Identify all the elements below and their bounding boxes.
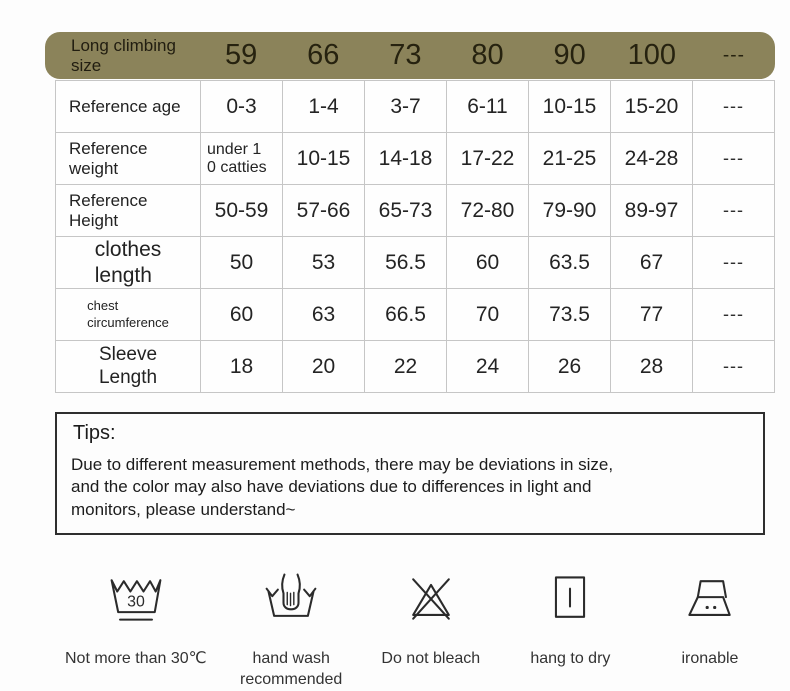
row-label-text: Sleeve Length <box>98 343 158 388</box>
table-cell: 0-3 <box>201 81 283 133</box>
table-cell: --- <box>693 81 775 133</box>
row-label-reference-height: Reference Height <box>56 185 201 237</box>
table-cell: 60 <box>447 237 529 289</box>
header-size-value: 66 <box>307 39 340 71</box>
wash-max-30-icon: 30 <box>110 579 162 621</box>
hang-to-dry-icon <box>555 576 586 619</box>
care-item-ironable: ironable <box>655 569 765 670</box>
table-cell: 65-73 <box>365 185 447 237</box>
tips-title: Tips: <box>73 422 116 444</box>
size-table-header: Long climbing size 59 66 73 80 90 100 --… <box>45 32 775 79</box>
table-cell: 21-25 <box>529 133 611 185</box>
iron-icon <box>688 580 731 617</box>
table-cell: 14-18 <box>365 133 447 185</box>
table-cell: 63.5 <box>529 237 611 289</box>
row-label-clothes-length: clothes length <box>56 237 201 289</box>
table-cell: under 1 0 catties <box>201 133 283 185</box>
care-item-hang-to-dry: hang to dry <box>515 569 625 670</box>
table-cell: 17-22 <box>447 133 529 185</box>
table-cell: 89-97 <box>611 185 693 237</box>
header-label: Long climbing size <box>71 36 176 75</box>
care-item-do-not-bleach: Do not bleach <box>376 569 486 670</box>
table-cell: 50-59 <box>201 185 283 237</box>
care-item-wash-30: 30 Not more than 30℃ <box>65 569 207 670</box>
row-label-text: Reference Height <box>69 190 148 230</box>
row-label-text: Reference age <box>69 96 181 116</box>
table-cell: 73.5 <box>529 289 611 341</box>
header-size-value: 80 <box>471 39 504 71</box>
table-cell: 63 <box>283 289 365 341</box>
table-cell: 10-15 <box>283 133 365 185</box>
table-cell: 60 <box>201 289 283 341</box>
table-cell: 10-15 <box>529 81 611 133</box>
care-label: ironable <box>681 650 739 668</box>
tips-box: Tips: Due to different measurement metho… <box>55 412 765 536</box>
table-cell: 20 <box>283 341 365 393</box>
table-cell: 50 <box>201 237 283 289</box>
table-cell: 6-11 <box>447 81 529 133</box>
table-cell: 77 <box>611 289 693 341</box>
table-cell: --- <box>693 185 775 237</box>
care-label: Not more than 30℃ <box>65 650 207 668</box>
table-cell: 15-20 <box>611 81 693 133</box>
size-table-body: Reference age 0-3 1-4 3-7 6-11 10-15 15-… <box>55 80 775 393</box>
row-label-reference-weight: Reference weight <box>56 133 201 185</box>
table-cell: 28 <box>611 341 693 393</box>
table-cell: --- <box>693 237 775 289</box>
table-cell: 3-7 <box>365 81 447 133</box>
tips-body: Due to different measurement methods, th… <box>71 455 614 519</box>
header-size-value: 90 <box>553 39 586 71</box>
table-cell: 67 <box>611 237 693 289</box>
table-cell: 57-66 <box>283 185 365 237</box>
table-cell: 53 <box>283 237 365 289</box>
table-cell: 22 <box>365 341 447 393</box>
row-label-text: Reference weight <box>69 138 148 178</box>
wash-temp-number: 30 <box>127 594 145 611</box>
hand-wash-icon <box>265 573 317 618</box>
table-cell: 56.5 <box>365 237 447 289</box>
header-size-value: 59 <box>224 39 258 71</box>
table-cell: 18 <box>201 341 283 393</box>
header-size-value: --- <box>722 44 745 66</box>
table-cell: --- <box>693 341 775 393</box>
table-cell: 72-80 <box>447 185 529 237</box>
row-label-sleeve-length: Sleeve Length <box>56 341 201 393</box>
header-size-value: 100 <box>627 39 676 71</box>
table-cell: 66.5 <box>365 289 447 341</box>
care-label: Do not bleach <box>381 650 481 668</box>
row-label-text: clothes length <box>94 238 162 287</box>
do-not-bleach-icon <box>411 578 450 621</box>
table-cell: 1-4 <box>283 81 365 133</box>
care-label: hang to dry <box>530 650 611 668</box>
row-label-reference-age: Reference age <box>56 81 201 133</box>
care-label: hand wash recommended <box>240 650 343 689</box>
table-cell: 24 <box>447 341 529 393</box>
row-label-chest-circumference: chest circumference <box>56 289 201 341</box>
table-cell: 24-28 <box>611 133 693 185</box>
header-size-value: 73 <box>389 39 422 71</box>
table-cell: --- <box>693 133 775 185</box>
table-cell: 70 <box>447 289 529 341</box>
table-cell: 79-90 <box>529 185 611 237</box>
table-cell: 26 <box>529 341 611 393</box>
row-label-text: chest circumference <box>87 298 169 330</box>
table-cell: --- <box>693 289 775 341</box>
